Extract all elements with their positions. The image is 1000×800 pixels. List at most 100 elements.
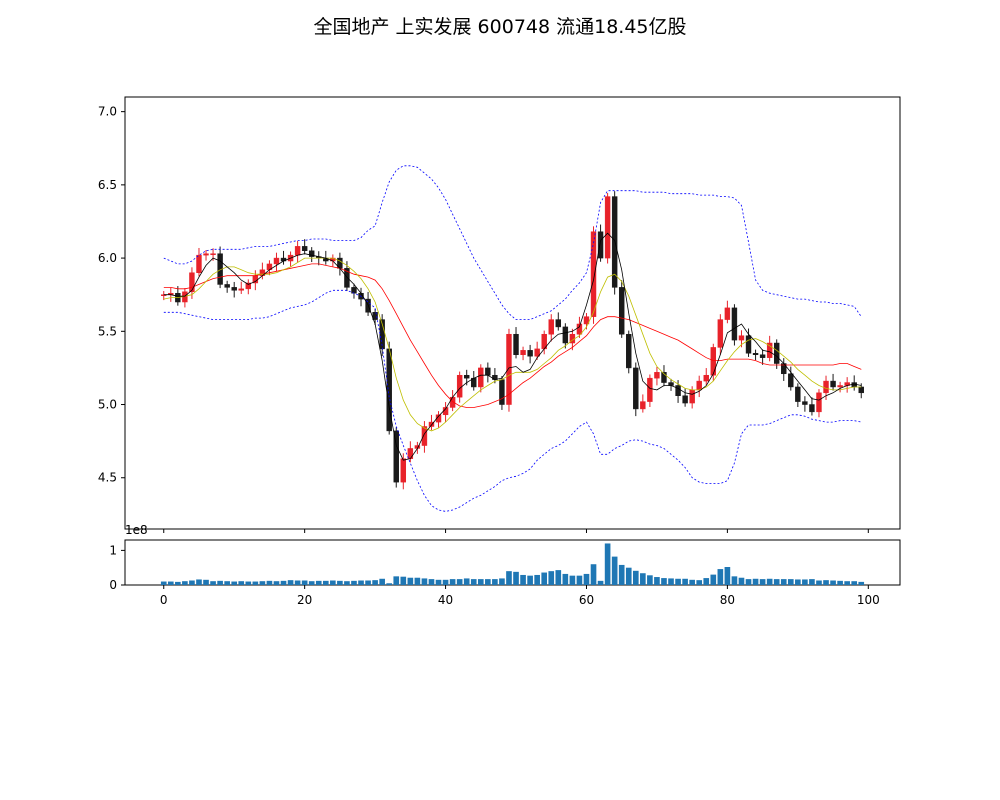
volume-bar [654, 577, 660, 585]
candle-body [703, 374, 709, 382]
candle-body [189, 272, 195, 293]
x-tick-label: 20 [297, 593, 312, 607]
candle-body [618, 287, 625, 335]
volume-bar [301, 580, 308, 585]
volume-bar [703, 578, 710, 585]
volume-offset-label: 1e8 [125, 523, 148, 537]
volume-bar [717, 569, 724, 585]
volume-bar [294, 580, 301, 585]
candle-body [428, 421, 435, 427]
price-tick-label: 5.0 [98, 398, 117, 412]
volume-bar [393, 576, 400, 585]
candle-body [759, 354, 766, 358]
candle-body [576, 323, 583, 335]
candle-body [294, 246, 301, 256]
volume-bar [365, 580, 371, 585]
candle-body [626, 333, 632, 369]
volume-bar [407, 577, 414, 585]
volume-bar [759, 579, 766, 585]
volume-bar [414, 577, 421, 585]
candle-body [485, 367, 491, 376]
candle-body [823, 380, 829, 394]
candle-body [372, 312, 378, 320]
volume-bar [689, 579, 695, 585]
volume-bar [830, 580, 836, 585]
candle-body [393, 430, 399, 483]
candle-body [520, 350, 526, 355]
volume-bar [506, 571, 512, 585]
candle-body [773, 342, 780, 364]
candle-body [696, 380, 702, 391]
volume-bar [766, 578, 773, 585]
candle-body [463, 374, 470, 379]
candle-body [238, 288, 244, 291]
candle-body [689, 389, 695, 404]
volume-bar [273, 581, 280, 585]
volume-bar [816, 580, 822, 585]
volume-bar [477, 579, 484, 585]
volume-bar [330, 580, 336, 585]
volume-tick-label: 0 [109, 578, 117, 592]
volume-bar [562, 573, 569, 585]
ma-mid-line [163, 257, 862, 432]
volume-bar [421, 578, 428, 585]
candle-body [379, 319, 385, 350]
candle-body [661, 372, 667, 383]
volume-bar [569, 575, 576, 585]
candle-body [400, 458, 407, 483]
x-tick-label: 100 [857, 593, 880, 607]
candle-body [421, 426, 428, 446]
volume-bar [675, 578, 681, 585]
volume-bar [372, 580, 378, 585]
volume-bar [844, 581, 850, 585]
volume-bar [231, 581, 238, 585]
candle-body [344, 268, 350, 288]
candle-body [435, 414, 442, 423]
volume-bar [541, 572, 548, 585]
volume-bar [245, 581, 252, 585]
volume-bar [266, 580, 273, 585]
candle-body [597, 231, 604, 259]
candle-body [802, 401, 808, 405]
candle-body [745, 335, 752, 354]
volume-bar [787, 579, 794, 585]
volume-bar [780, 579, 787, 585]
volume-bar [548, 571, 555, 585]
volume-bar [696, 580, 703, 585]
volume-bar [160, 581, 167, 585]
volume-bar [583, 573, 590, 585]
volume-bar [752, 578, 759, 585]
candle-body [308, 250, 315, 257]
volume-bar [280, 580, 287, 585]
volume-bar [337, 580, 343, 585]
volume-bar [463, 578, 470, 585]
candle-body [837, 385, 843, 388]
candle-body [738, 335, 745, 341]
volume-bar [175, 581, 181, 585]
volume-bar [400, 576, 407, 585]
candle-body [795, 386, 801, 402]
volume-bar [442, 579, 449, 585]
volume-bar [604, 543, 611, 585]
candle-body [668, 382, 674, 386]
volume-bar [358, 580, 364, 585]
candle-body [407, 448, 414, 459]
candle-body [858, 386, 864, 394]
volume-bar [647, 575, 653, 585]
volume-bar [611, 556, 618, 585]
volume-bar [379, 578, 385, 585]
boll-lower-line [163, 289, 862, 512]
price-plot-frame [124, 96, 901, 530]
volume-bar [210, 581, 216, 585]
volume-bar [238, 581, 245, 585]
volume-bar [745, 579, 752, 585]
volume-bar [315, 580, 322, 585]
candle-body [724, 307, 731, 320]
volume-bar [682, 578, 688, 585]
volume-bar [513, 571, 519, 585]
volume-plot-frame [124, 539, 901, 586]
candle-body [717, 319, 724, 348]
candle-body [527, 350, 533, 357]
candle-body [548, 319, 554, 335]
volume-bar [837, 580, 843, 585]
